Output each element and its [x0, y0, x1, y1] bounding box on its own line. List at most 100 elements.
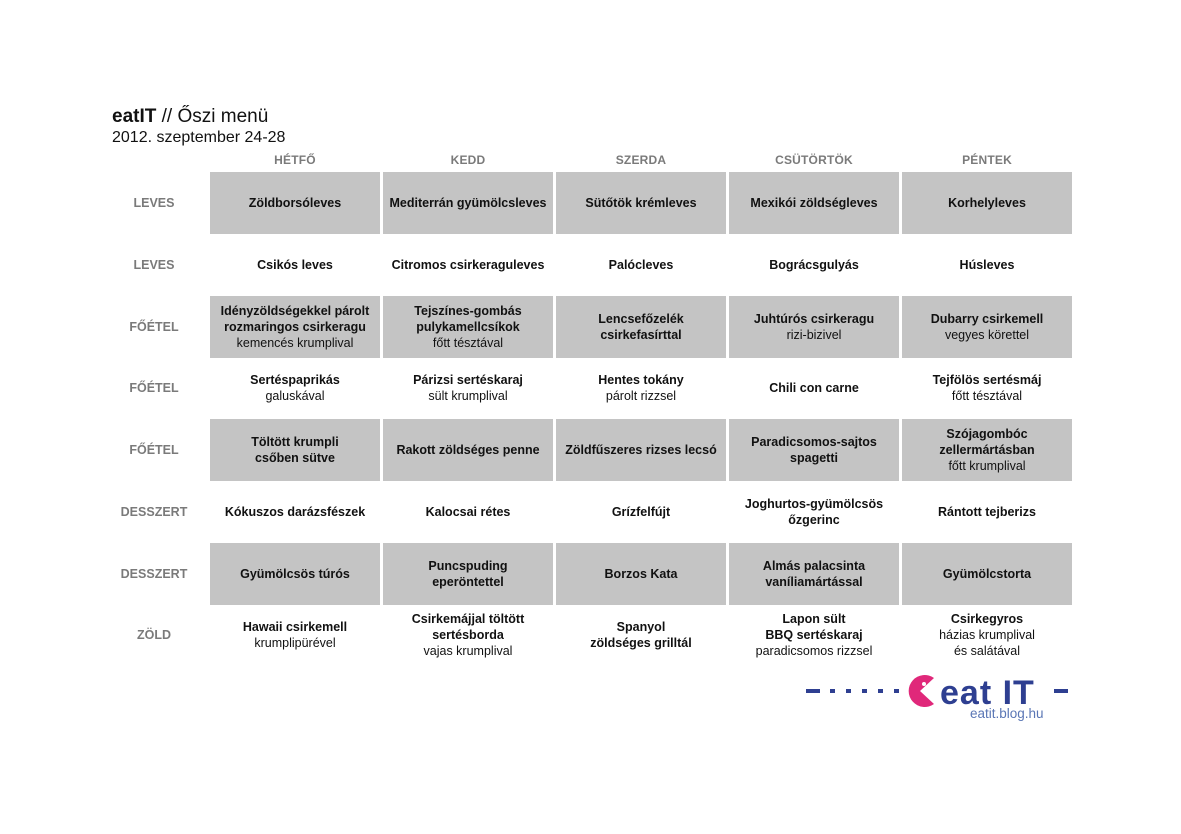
- page-title: eatIT // Őszi menü: [112, 106, 268, 128]
- dish-name: Gyümölcstorta: [942, 566, 1032, 581]
- row-category-label: LEVES: [133, 196, 175, 210]
- logo-wordmark: eat IT: [940, 674, 1035, 712]
- dish-name: Borzos Kata: [604, 566, 678, 581]
- dish-name: Palócleves: [608, 257, 674, 272]
- menu-cell: Csikós leves: [210, 234, 380, 296]
- menu-cell: Paradicsomos-sajtos spagetti: [729, 419, 899, 481]
- dish-side: vajas krumplival: [423, 644, 513, 659]
- dish-name: Citromos csirkeraguleves: [391, 257, 545, 272]
- day-header: KEDD: [450, 153, 486, 167]
- dish-name: Csirkegyros: [950, 612, 1024, 627]
- menu-cell: Rakott zöldséges penne: [383, 419, 553, 481]
- dish-name: Joghurtos-gyümölcsös őzgerinc: [744, 496, 884, 527]
- dish-name: Sütőtök krémleves: [585, 196, 697, 210]
- dish-name: Hawaii csirkemell: [242, 620, 348, 635]
- dish-name: Rántott tejberizs: [938, 504, 1036, 519]
- menu-cell: Juhtúrós csirkeragu rizi-bizivel: [729, 295, 899, 358]
- menu-cell: Chili con carne: [729, 357, 899, 419]
- menu-cell: Borzos Kata: [556, 542, 726, 605]
- dish-name: Sertéspaprikás: [250, 373, 340, 388]
- row-category-label: FŐÉTEL: [129, 443, 179, 457]
- menu-cell: Korhelyleves: [902, 172, 1072, 234]
- menu-cell: Lapon sült BBQ sertéskaraj paradicsomos r…: [729, 604, 899, 666]
- dish-side: párolt rizzsel: [605, 389, 677, 404]
- dish-side: vegyes körettel: [944, 327, 1030, 342]
- dish-name: Puncspuding eperöntettel: [428, 558, 508, 589]
- menu-cell: Csirkegyros házias krumplival és salátáva…: [902, 604, 1072, 666]
- day-header: CSÜTÖRTÖK: [775, 153, 853, 167]
- menu-cell: Sertéspaprikás galuskával: [210, 357, 380, 419]
- menu-cell: Csirkemájjal töltött sertésborda vajas kr…: [383, 604, 553, 666]
- dish-name: Zöldfűszeres rizses lecsó: [565, 443, 717, 457]
- dish-name: Paradicsomos-sajtos spagetti: [751, 435, 877, 465]
- dish-name: Hentes tokány: [598, 373, 684, 388]
- title-text: // Őszi menü: [156, 106, 269, 127]
- dish-name: Grízfelfújt: [611, 504, 671, 519]
- menu-cell: Rántott tejberizs: [902, 481, 1072, 543]
- dish-side: kemencés krumplival: [236, 335, 354, 350]
- menu-cell: Idényzöldségekkel párolt rozmaringos csi…: [210, 295, 380, 358]
- dish-name: Lapon sült BBQ sertéskaraj: [765, 612, 863, 643]
- menu-cell: Hawaii csirkemell krumplipürével: [210, 604, 380, 666]
- dish-name: Korhelyleves: [948, 196, 1026, 210]
- dish-name: Csikós leves: [257, 257, 333, 272]
- row-category-label: LEVES: [133, 257, 175, 272]
- eatit-logo: eat IT: [806, 674, 1068, 712]
- dish-side: főtt tésztával: [951, 389, 1023, 404]
- dish-name: Chili con carne: [769, 381, 859, 396]
- blog-url: eatit.blog.hu: [970, 706, 1044, 721]
- day-header: PÉNTEK: [962, 153, 1012, 167]
- dish-name: Idényzöldségekkel párolt rozmaringos csi…: [220, 303, 370, 334]
- row-category-label: FŐÉTEL: [129, 381, 179, 396]
- menu-cell: Almás palacsinta vaníliamártással: [729, 542, 899, 605]
- dash-end-icon: [1054, 689, 1068, 693]
- dish-name: Szójagombóc zellermártásban: [939, 427, 1035, 457]
- dish-name: Dubarry csirkemell: [930, 311, 1044, 326]
- menu-cell: Tejfölös sertésmáj főtt tésztával: [902, 357, 1072, 419]
- dish-side: sült krumplival: [428, 389, 508, 404]
- menu-cell: Kókuszos darázsfészek: [210, 481, 380, 543]
- dish-name: Párizsi sertéskaraj: [413, 373, 523, 388]
- dish-name: Gyümölcsös túrós: [240, 566, 350, 581]
- dish-name: Töltött krumpli csőben sütve: [251, 435, 339, 465]
- dish-name: Húsleves: [959, 257, 1015, 272]
- brand-name: eatIT: [112, 106, 157, 127]
- dish-name: Mediterrán gyümölcsleves: [389, 196, 547, 210]
- row-category-label: DESSZERT: [120, 566, 188, 581]
- menu-cell: Gyümölcstorta: [902, 542, 1072, 605]
- menu-cell: Dubarry csirkemell vegyes körettel: [902, 295, 1072, 358]
- dash-line-icon: [806, 689, 899, 693]
- menu-cell: Zöldfűszeres rizses lecsó: [556, 419, 726, 481]
- menu-cell: Párizsi sertéskaraj sült krumplival: [383, 357, 553, 419]
- dish-name: Tejszínes-gombás pulykamellcsíkok: [414, 303, 522, 334]
- dish-side: krumplipürével: [254, 636, 336, 651]
- dish-side: paradicsomos rizzsel: [755, 644, 873, 659]
- pacman-icon: [908, 675, 934, 707]
- row-category-label: FŐÉTEL: [129, 319, 179, 334]
- dish-name: Almás palacsinta vaníliamártással: [762, 558, 866, 589]
- dish-name: Csirkemájjal töltött sertésborda: [411, 612, 525, 643]
- menu-cell: Húsleves: [902, 234, 1072, 296]
- dish-name: Zöldborsóleves: [248, 196, 342, 210]
- row-category-label: DESSZERT: [120, 504, 188, 519]
- date-range: 2012. szeptember 24-28: [112, 129, 286, 146]
- menu-cell: Kalocsai rétes: [383, 481, 553, 543]
- dish-name: Spanyol zöldséges grilltál: [590, 620, 692, 651]
- day-header: HÉTFŐ: [274, 153, 316, 167]
- menu-cell: Mexikói zöldségleves: [729, 172, 899, 234]
- menu-cell: Palócleves: [556, 234, 726, 296]
- day-header: SZERDA: [615, 153, 667, 167]
- menu-cell: Bográcsgulyás: [729, 234, 899, 296]
- dish-name: Kalocsai rétes: [425, 504, 511, 519]
- menu-cell: Töltött krumpli csőben sütve: [210, 419, 380, 481]
- menu-cell: Puncspuding eperöntettel: [383, 542, 553, 605]
- dish-side: házias krumplival és salátával: [939, 628, 1035, 659]
- menu-cell: Mediterrán gyümölcsleves: [383, 172, 553, 234]
- dish-name: Bográcsgulyás: [769, 257, 859, 272]
- dish-name: Tejfölös sertésmáj: [932, 373, 1042, 388]
- menu-cell: Grízfelfújt: [556, 481, 726, 543]
- menu-cell: Spanyol zöldséges grilltál: [556, 604, 726, 666]
- dish-name: Juhtúrós csirkeragu: [753, 311, 875, 326]
- dish-side: galuskával: [265, 389, 325, 404]
- menu-cell: Szójagombóc zellermártásban főtt krumpliv…: [902, 419, 1072, 481]
